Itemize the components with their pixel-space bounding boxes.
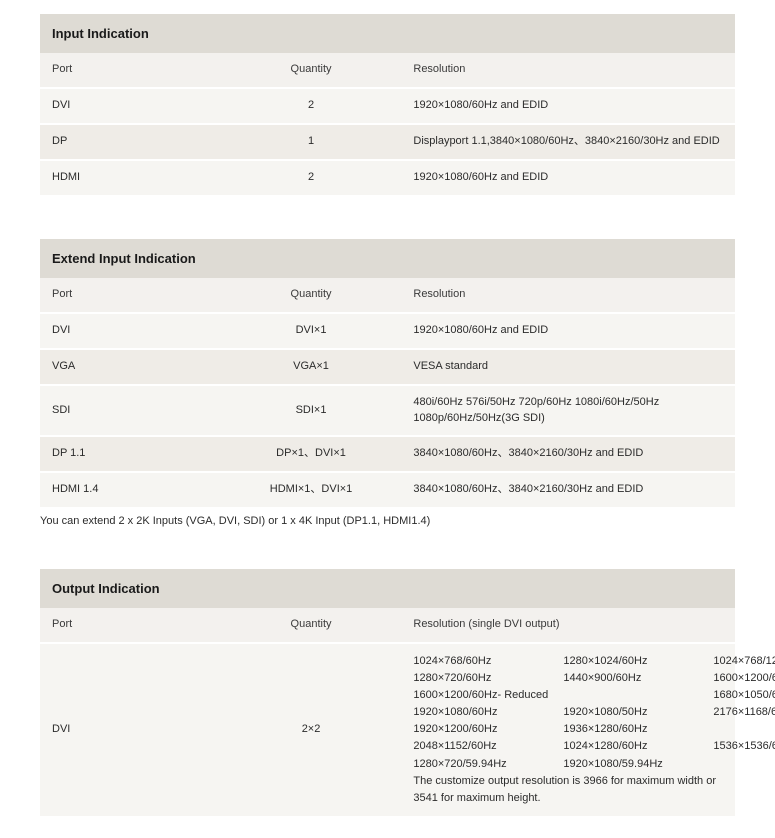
- resolution-value: 2176×1168/60Hz: [713, 704, 775, 721]
- resolution-value: 1280×1024/60Hz: [563, 653, 713, 670]
- output-col-res: Resolution (single DVI output): [401, 608, 735, 643]
- extend-title: Extend Input Indication: [40, 239, 735, 278]
- resolution-value: 1280×720/60Hz: [413, 670, 563, 687]
- cell-port: DVI: [40, 88, 221, 124]
- resolution-value: 1280×720/59.94Hz: [413, 756, 563, 773]
- resolution-line: 1920×1080/60Hz1920×1080/50Hz2176×1168/60…: [413, 704, 723, 721]
- table-row: DVI 2×2 1024×768/60Hz1280×1024/60Hz1024×…: [40, 643, 735, 816]
- resolution-line: 1280×720/60Hz1440×900/60Hz1600×1200/60Hz: [413, 670, 723, 687]
- resolution-value: 1920×1080/50Hz: [563, 704, 713, 721]
- table-row: DVI 2 1920×1080/60Hz and EDID: [40, 88, 735, 124]
- cell-res: 1920×1080/60Hz and EDID: [401, 160, 735, 196]
- extend-col-res: Resolution: [401, 278, 735, 313]
- input-indication-table: Input Indication Port Quantity Resolutio…: [40, 14, 735, 197]
- resolution-footer: The customize output resolution is 3966 …: [413, 773, 723, 807]
- table-row: DVI DVI×1 1920×1080/60Hz and EDID: [40, 313, 735, 349]
- table-row: VGA VGA×1 VESA standard: [40, 349, 735, 385]
- cell-res: 3840×1080/60Hz、3840×2160/30Hz and EDID: [401, 472, 735, 508]
- cell-qty: 1: [221, 124, 402, 160]
- table-row: SDI SDI×1 480i/60Hz 576i/50Hz 720p/60Hz …: [40, 385, 735, 437]
- cell-res: 1920×1080/60Hz and EDID: [401, 313, 735, 349]
- cell-qty: HDMI×1、DVI×1: [221, 472, 402, 508]
- table-row: HDMI 1.4 HDMI×1、DVI×1 3840×1080/60Hz、384…: [40, 472, 735, 508]
- cell-qty: VGA×1: [221, 349, 402, 385]
- extend-note: You can extend 2 x 2K Inputs (VGA, DVI, …: [40, 509, 735, 527]
- cell-res: 1024×768/60Hz1280×1024/60Hz1024×768/120H…: [401, 643, 735, 816]
- cell-res: Displayport 1.1,3840×1080/60Hz、3840×2160…: [401, 124, 735, 160]
- extend-col-port: Port: [40, 278, 221, 313]
- output-title: Output Indication: [40, 569, 735, 608]
- resolution-value: 1024×768/120Hz: [713, 653, 775, 670]
- cell-res: 3840×1080/60Hz、3840×2160/30Hz and EDID: [401, 436, 735, 472]
- resolution-value: 1920×1200/60Hz: [413, 721, 563, 738]
- input-col-res: Resolution: [401, 53, 735, 88]
- cell-res: 480i/60Hz 576i/50Hz 720p/60Hz 1080i/60Hz…: [401, 385, 735, 437]
- cell-port: DP: [40, 124, 221, 160]
- resolution-value: 1600×1200/60Hz- Reduced: [413, 687, 563, 704]
- output-resolution-list: 1024×768/60Hz1280×1024/60Hz1024×768/120H…: [413, 653, 723, 806]
- cell-qty: DVI×1: [221, 313, 402, 349]
- output-indication-table: Output Indication Port Quantity Resoluti…: [40, 569, 735, 817]
- resolution-value: 2048×1152/60Hz: [413, 738, 563, 755]
- resolution-value: 1600×1200/60Hz: [713, 670, 775, 687]
- resolution-value: 1936×1280/60Hz: [563, 721, 713, 738]
- cell-port: HDMI 1.4: [40, 472, 221, 508]
- resolution-value: 1024×1280/60Hz: [563, 738, 713, 755]
- cell-qty: 2×2: [221, 643, 402, 816]
- output-col-port: Port: [40, 608, 221, 643]
- cell-res: 1920×1080/60Hz and EDID: [401, 88, 735, 124]
- resolution-value: 1536×1536/60Hz: [713, 738, 775, 755]
- cell-res: VESA standard: [401, 349, 735, 385]
- cell-port: SDI: [40, 385, 221, 437]
- cell-qty: 2: [221, 88, 402, 124]
- resolution-value: 1920×1080/60Hz: [413, 704, 563, 721]
- resolution-line: 2048×1152/60Hz1024×1280/60Hz1536×1536/60…: [413, 738, 723, 755]
- input-col-port: Port: [40, 53, 221, 88]
- cell-qty: SDI×1: [221, 385, 402, 437]
- resolution-line: 1280×720/59.94Hz1920×1080/59.94Hz: [413, 756, 723, 773]
- cell-port: DP 1.1: [40, 436, 221, 472]
- resolution-value: 1024×768/60Hz: [413, 653, 563, 670]
- resolution-line: 1024×768/60Hz1280×1024/60Hz1024×768/120H…: [413, 653, 723, 670]
- resolution-value: 1920×1080/59.94Hz: [563, 756, 713, 773]
- input-col-qty: Quantity: [221, 53, 402, 88]
- resolution-line: 1920×1200/60Hz1936×1280/60Hz: [413, 721, 723, 738]
- cell-port: DVI: [40, 313, 221, 349]
- output-col-qty: Quantity: [221, 608, 402, 643]
- table-row: HDMI 2 1920×1080/60Hz and EDID: [40, 160, 735, 196]
- cell-port: VGA: [40, 349, 221, 385]
- resolution-line: 1600×1200/60Hz- Reduced1680×1050/60Hz: [413, 687, 723, 704]
- resolution-value: 1440×900/60Hz: [563, 670, 713, 687]
- cell-qty: 2: [221, 160, 402, 196]
- cell-port: DVI: [40, 643, 221, 816]
- extend-col-qty: Quantity: [221, 278, 402, 313]
- table-row: DP 1 Displayport 1.1,3840×1080/60Hz、3840…: [40, 124, 735, 160]
- input-title: Input Indication: [40, 14, 735, 53]
- table-row: DP 1.1 DP×1、DVI×1 3840×1080/60Hz、3840×21…: [40, 436, 735, 472]
- cell-qty: DP×1、DVI×1: [221, 436, 402, 472]
- resolution-value: 1680×1050/60Hz: [713, 687, 775, 704]
- extend-input-table: Extend Input Indication Port Quantity Re…: [40, 239, 735, 510]
- cell-port: HDMI: [40, 160, 221, 196]
